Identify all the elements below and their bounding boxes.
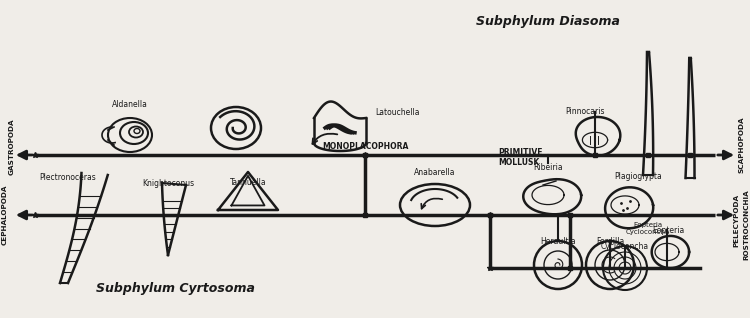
Text: Cycloconcha: Cycloconcha bbox=[601, 242, 649, 251]
Text: Anabarella: Anabarella bbox=[414, 168, 456, 177]
Text: Eopteria
Cycloconcha: Eopteria Cycloconcha bbox=[626, 222, 670, 235]
Text: Ribeiria: Ribeiria bbox=[533, 163, 562, 172]
Text: MONOPLACOPHORA: MONOPLACOPHORA bbox=[322, 142, 408, 151]
Text: Tannuella: Tannuella bbox=[230, 178, 266, 187]
Text: ROSTROCONCHIA: ROSTROCONCHIA bbox=[743, 190, 749, 260]
Text: Aldanella: Aldanella bbox=[112, 100, 148, 109]
Text: Subphylum Cyrtosoma: Subphylum Cyrtosoma bbox=[95, 282, 254, 295]
Text: Subphylum Diasoma: Subphylum Diasoma bbox=[476, 15, 620, 28]
Text: GASTROPODA: GASTROPODA bbox=[9, 119, 15, 175]
Text: CEPHALOPODA: CEPHALOPODA bbox=[2, 185, 8, 245]
Text: Plagioglypta: Plagioglypta bbox=[614, 172, 662, 181]
Text: Fordilla: Fordilla bbox=[596, 237, 624, 246]
Text: Latouchella: Latouchella bbox=[375, 108, 419, 117]
Text: SCAPHOPODA: SCAPHOPODA bbox=[739, 117, 745, 173]
Text: Eopteria: Eopteria bbox=[652, 226, 684, 235]
Text: Knightoconus: Knightoconus bbox=[142, 179, 194, 188]
Text: Pinnocaris: Pinnocaris bbox=[566, 107, 604, 116]
Text: Plectronoceras: Plectronoceras bbox=[40, 173, 96, 182]
Text: Heraultia: Heraultia bbox=[540, 237, 576, 246]
Text: PELECYPODA: PELECYPODA bbox=[733, 193, 739, 246]
Text: PRIMITIVE
MOLLUSK: PRIMITIVE MOLLUSK bbox=[498, 148, 542, 167]
